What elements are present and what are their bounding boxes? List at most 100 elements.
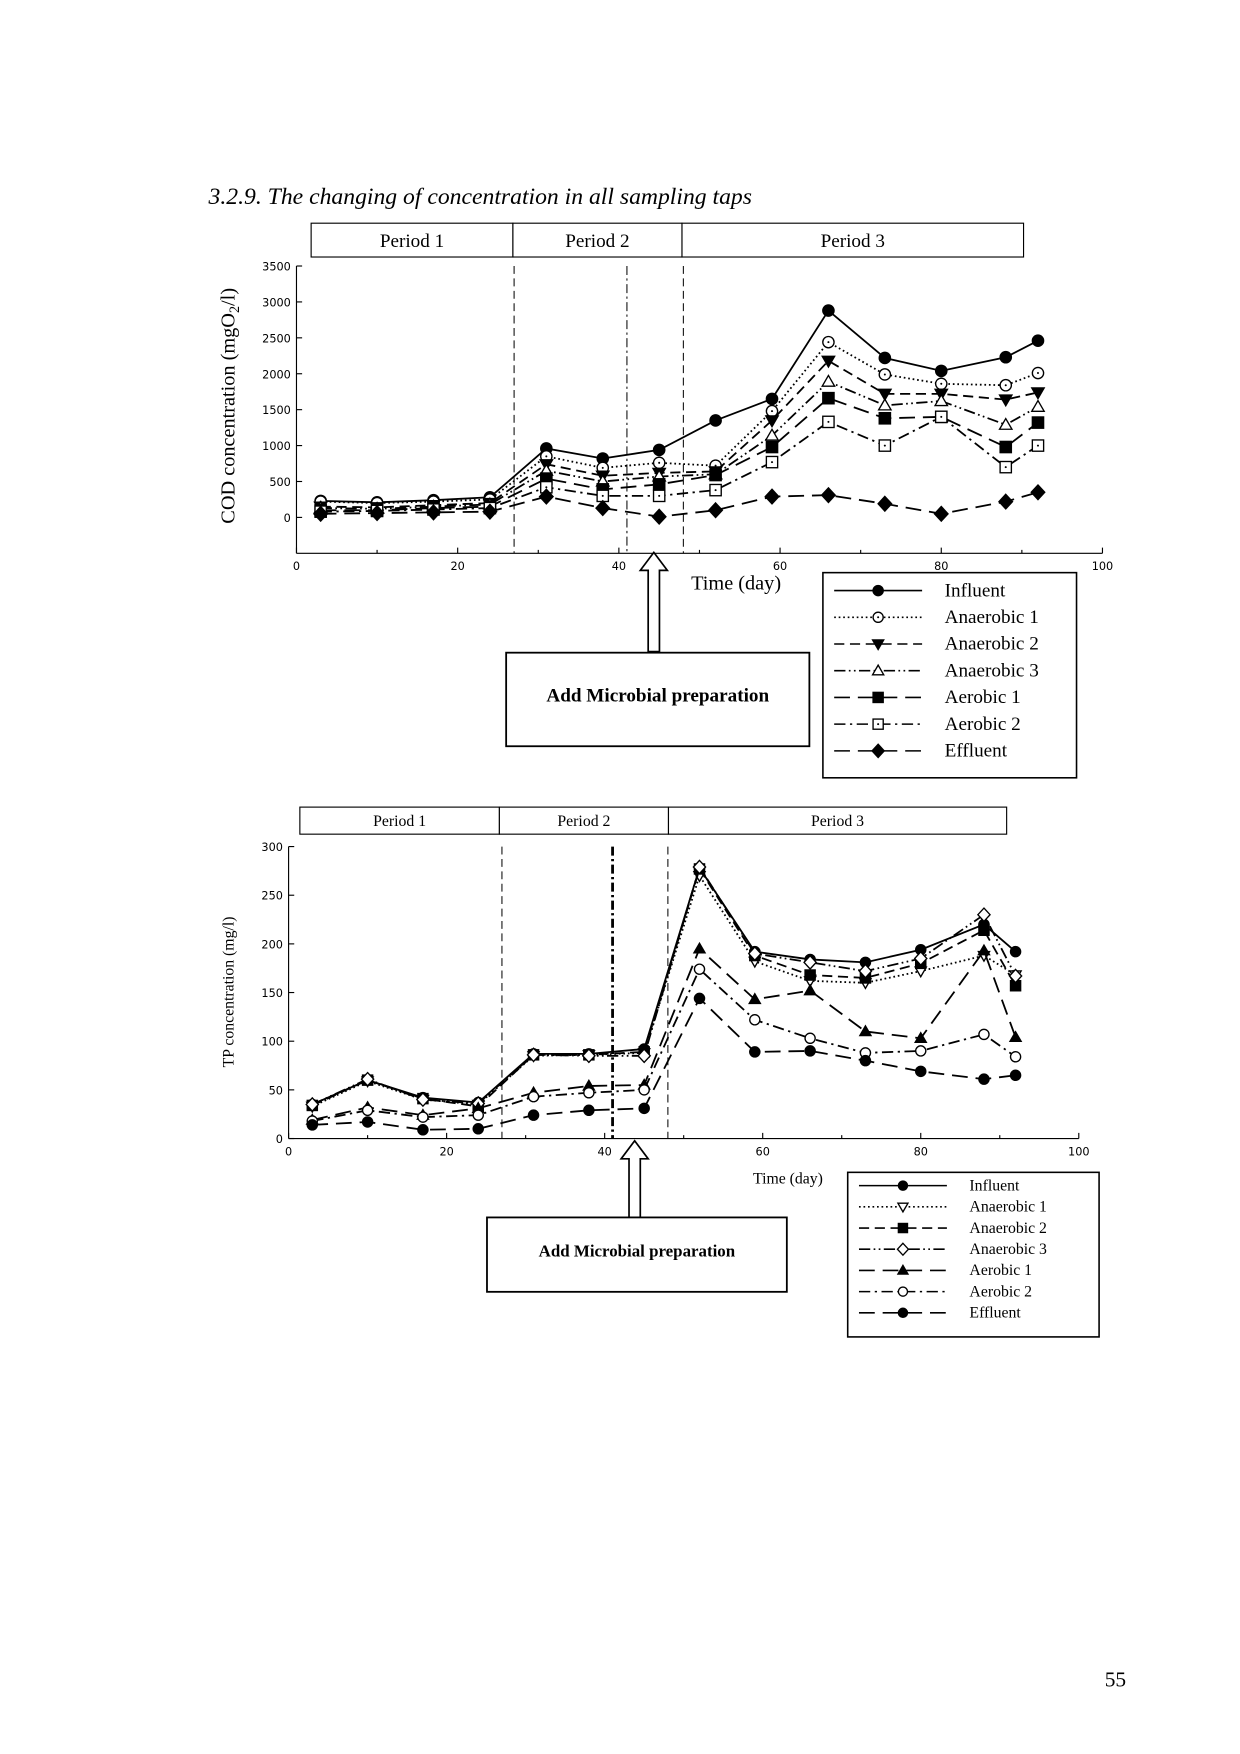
data-point — [1031, 416, 1045, 429]
data-point — [998, 493, 1014, 510]
data-point — [1009, 1069, 1022, 1082]
legend-marker — [872, 691, 884, 704]
legend-marker — [871, 743, 886, 759]
data-point — [526, 1047, 541, 1063]
period-label: Period 3 — [821, 231, 885, 252]
data-point-dot — [827, 341, 830, 344]
data-point — [822, 304, 835, 317]
data-point — [749, 1046, 761, 1058]
series-effluent — [312, 483, 1046, 526]
legend-label: Anaerobic 2 — [969, 1220, 1047, 1237]
series-line — [312, 996, 1016, 1131]
period-box — [310, 222, 514, 258]
data-point — [306, 1119, 319, 1131]
data-point — [878, 411, 892, 425]
data-point-dot — [545, 455, 548, 458]
series-anaerobic-1 — [314, 335, 1045, 510]
data-point-dot — [714, 489, 717, 492]
x-tick-label: 60 — [773, 560, 787, 573]
data-point — [978, 1073, 990, 1085]
series-anaerobic-1 — [305, 871, 1023, 1114]
data-point — [1031, 334, 1045, 348]
data-point — [858, 963, 873, 979]
data-point — [527, 1109, 540, 1121]
data-point — [1009, 945, 1022, 958]
x-tick-label: 40 — [597, 1145, 611, 1158]
data-point-dot — [545, 486, 548, 489]
data-point — [933, 393, 949, 407]
legend-label: Anaerobic 1 — [945, 607, 1039, 628]
data-point — [693, 963, 706, 975]
data-point — [999, 350, 1013, 364]
data-point — [472, 1109, 484, 1121]
series-line — [320, 491, 1039, 518]
tp-chart: Period 1 Period 2 Period 3 0 20 40 60 80 100 0 50 1… — [220, 806, 1100, 1338]
data-point — [415, 1092, 430, 1108]
legend-box — [822, 571, 1078, 779]
data-point — [748, 992, 762, 1005]
data-point — [998, 394, 1014, 408]
period-label: Period 2 — [557, 813, 610, 830]
data-point-dot — [827, 420, 830, 423]
data-point-dot — [601, 466, 604, 469]
data-point — [595, 499, 611, 517]
x-tick-label: 60 — [756, 1145, 770, 1158]
data-point — [764, 415, 780, 428]
data-point-dot — [658, 494, 661, 497]
period-box — [681, 222, 1025, 258]
data-point-dot — [714, 464, 717, 467]
y-tick-label: 3500 — [262, 261, 291, 274]
legend-marker — [871, 639, 885, 651]
legend-label: Influent — [945, 580, 1006, 601]
x-tick-label: 0 — [293, 560, 300, 573]
data-point — [692, 941, 707, 954]
data-point — [998, 417, 1014, 430]
y-tick-label: 1000 — [262, 440, 291, 453]
series-line — [320, 415, 1039, 513]
data-point — [858, 1024, 873, 1037]
data-point — [707, 501, 724, 519]
series-anaerobic-3 — [305, 859, 1023, 1113]
legend-label: Aerobic 1 — [945, 687, 1021, 708]
y-axis-label: TP concentration (mg/l) — [220, 917, 237, 1068]
data-point — [1030, 483, 1046, 501]
x-tick-label: 20 — [451, 560, 465, 573]
data-point — [803, 983, 817, 996]
period-box — [667, 806, 1008, 835]
legend-marker — [896, 1264, 910, 1275]
data-point — [977, 943, 991, 956]
data-point — [765, 392, 779, 406]
data-point — [765, 440, 779, 454]
data-point-dot — [770, 410, 774, 413]
data-point — [764, 427, 780, 441]
legend-marker — [896, 1242, 910, 1257]
data-point-dot — [1036, 444, 1039, 447]
legend-label: Aerobic 1 — [969, 1262, 1032, 1279]
data-point — [804, 1032, 816, 1045]
data-point — [425, 504, 442, 521]
data-point-dot — [940, 415, 943, 418]
data-point-dot — [883, 444, 886, 447]
legend-marker — [897, 1222, 909, 1234]
data-point — [878, 351, 892, 365]
legend-marker — [872, 584, 884, 597]
data-point — [822, 391, 835, 405]
series-anaerobic-2 — [313, 355, 1046, 515]
data-point — [859, 1054, 872, 1067]
legend-marker — [896, 1202, 910, 1214]
data-point — [527, 1090, 540, 1103]
data-point-dot — [940, 382, 943, 385]
data-point — [934, 364, 948, 378]
data-point — [749, 1014, 761, 1026]
y-tick-label: 200 — [261, 938, 283, 951]
data-point — [1008, 968, 1023, 984]
data-point — [651, 508, 667, 526]
data-point — [1030, 387, 1046, 400]
series-effluent — [306, 992, 1022, 1136]
y-tick-label: 250 — [261, 890, 283, 903]
series-line — [312, 947, 1017, 1121]
cod-chart: Period 1 Period 2 Period 30 20 40 60 80 1000500… — [217, 222, 1113, 779]
data-point — [638, 1102, 650, 1115]
legend-marker — [897, 1286, 909, 1297]
page-number: 55 — [1105, 1667, 1126, 1691]
